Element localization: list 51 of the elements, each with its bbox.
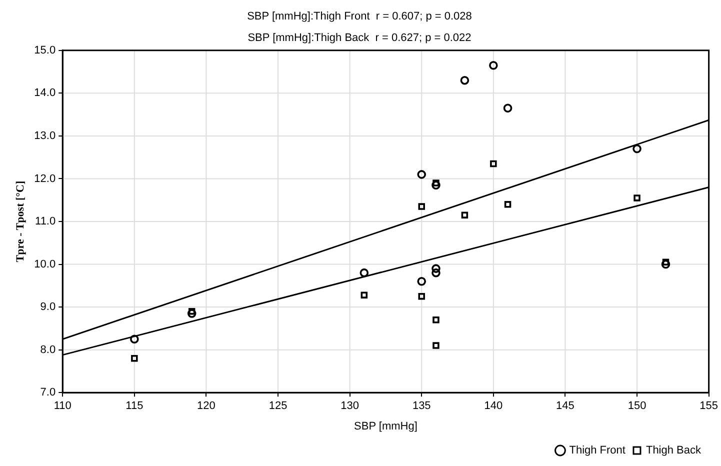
legend-label: Thigh Front: [569, 444, 626, 457]
chart-title: SBP [mmHg]:Thigh Front r = 0.607; p = 0.028: [247, 10, 472, 23]
y-tick-label: 14.0: [34, 87, 56, 100]
x-tick-label: 135: [412, 400, 431, 412]
y-tick-label: 15.0: [34, 44, 56, 56]
point: [432, 180, 440, 190]
y-tick-label: 9.0: [40, 301, 56, 314]
x-tick-label: 145: [556, 400, 574, 412]
point: [503, 104, 512, 113]
point: [432, 180, 440, 186]
point: [188, 308, 196, 315]
y-axis-title: Tpre - Tpost [°C]: [14, 180, 26, 262]
point: [432, 342, 440, 349]
x-tick-label: 130: [340, 400, 359, 412]
point: [360, 268, 369, 278]
x-tick-label: 155: [700, 400, 718, 412]
point: [418, 203, 425, 210]
point: [504, 201, 512, 208]
y-tick-label: 12.0: [34, 172, 56, 185]
y-tick-label: 7.0: [40, 386, 56, 399]
point: [418, 292, 425, 300]
x-tick-label: 125: [268, 400, 288, 412]
point: [432, 264, 440, 273]
chart-subtitle: SBP [mmHg]:Thigh Back r = 0.627; p = 0.022: [248, 32, 472, 44]
point: [360, 292, 368, 298]
point: [661, 260, 670, 269]
x-tick-label: 110: [54, 400, 72, 412]
point: [130, 334, 139, 344]
x-axis-title: SBP [mmHg]: [354, 420, 418, 432]
point: [662, 258, 670, 266]
y-tick-label: 10.0: [34, 258, 56, 270]
point: [187, 309, 196, 318]
point: [634, 194, 640, 202]
point: [417, 276, 426, 286]
x-tick-label: 115: [126, 400, 144, 412]
point: [432, 268, 440, 278]
point: [490, 160, 497, 168]
point: [632, 144, 642, 154]
point: [489, 60, 498, 70]
point: [461, 212, 468, 218]
x-tick-label: 140: [484, 400, 503, 412]
point: [417, 170, 426, 179]
y-tick-label: 11.0: [35, 216, 56, 228]
y-tick-label: 13.0: [34, 130, 56, 142]
y-tick-label: 8.0: [40, 344, 56, 356]
point: [460, 76, 470, 85]
legend-label: Thigh Back: [646, 444, 702, 457]
x-tick-label: 150: [628, 400, 646, 412]
x-tick-label: 120: [197, 400, 216, 412]
point: [131, 355, 138, 362]
point: [432, 316, 440, 324]
